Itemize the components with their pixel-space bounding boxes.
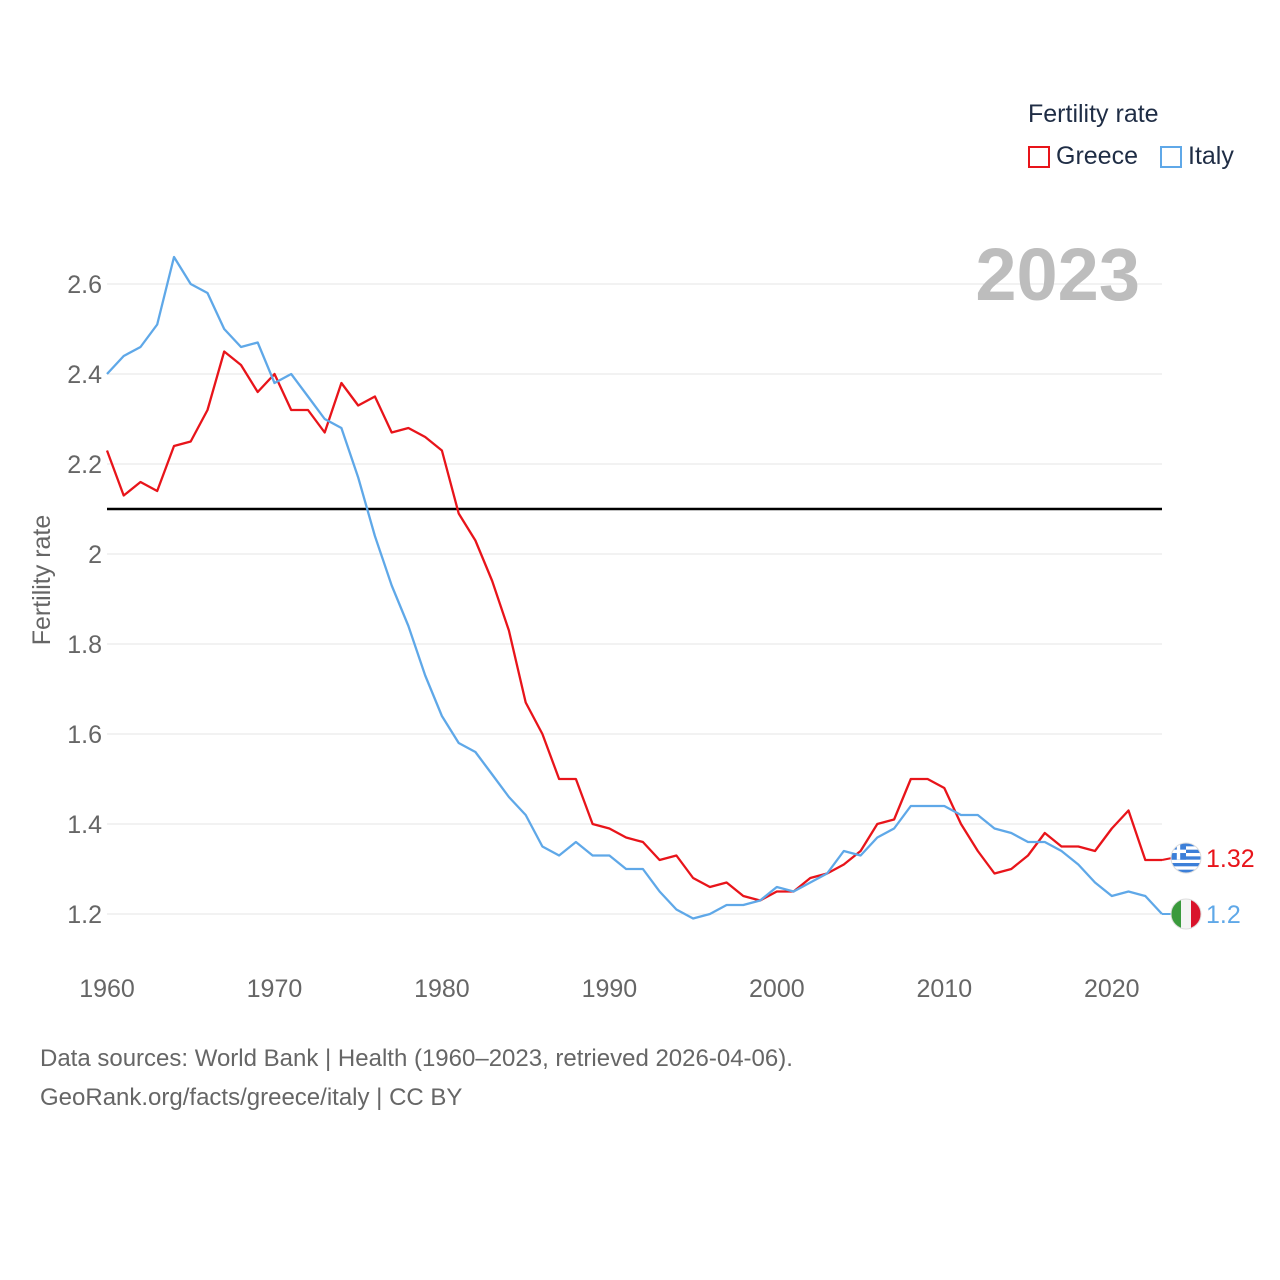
italy-flag-icon <box>1170 898 1202 930</box>
x-axis-ticks: 1960 1970 1980 1990 2000 2010 2020 <box>79 975 1139 1003</box>
y-tick-label: 2.4 <box>67 361 102 389</box>
flag-stripe <box>1171 866 1201 870</box>
gridlines <box>107 283 1162 915</box>
legend-label-greece: Greece <box>1056 142 1138 170</box>
year-label: 2023 <box>975 233 1140 316</box>
end-value-label-italy: 1.2 <box>1206 901 1241 929</box>
series-line-italy <box>106 255 1163 920</box>
x-tick-label: 2000 <box>749 975 805 1003</box>
flag-band-green <box>1171 899 1182 929</box>
legend-item-italy[interactable]: Italy <box>1160 142 1234 171</box>
flag-fill <box>1171 899 1201 929</box>
end-value-label-greece: 1.32 <box>1206 845 1255 873</box>
y-tick-label: 2.6 <box>67 271 102 299</box>
x-tick-label: 2010 <box>916 975 972 1003</box>
x-tick-label: 1960 <box>79 975 135 1003</box>
flag-stripe <box>1171 859 1201 864</box>
flag-cross-v <box>1176 843 1181 860</box>
x-tick-label: 1980 <box>414 975 470 1003</box>
y-axis-ticks: 1.2 1.4 1.6 1.8 2 2.2 2.4 2.6 <box>67 271 102 929</box>
x-tick-label: 2020 <box>1084 975 1140 1003</box>
flag-band-red <box>1191 899 1201 929</box>
legend-swatch-greece <box>1028 145 1050 168</box>
flag-band-white <box>1181 899 1192 929</box>
y-tick-label: 1.6 <box>67 721 102 749</box>
legend-swatch-italy <box>1160 145 1182 168</box>
flag-stripe <box>1171 869 1201 873</box>
flag-fill <box>1171 843 1201 873</box>
flag-outline <box>1170 842 1202 874</box>
x-tick-label: 1990 <box>582 975 638 1003</box>
footer-sources: Data sources: World Bank | Health (1960–… <box>40 1045 793 1072</box>
x-tick-label: 1970 <box>247 975 303 1003</box>
flag-stripe <box>1171 863 1201 867</box>
y-tick-label: 1.4 <box>67 811 102 839</box>
legend-title: Fertility rate <box>1028 100 1159 128</box>
y-axis-label: Fertility rate <box>28 515 56 646</box>
y-tick-label: 1.8 <box>67 631 102 659</box>
series-lines <box>105 255 1163 920</box>
legend-item-greece[interactable]: Greece <box>1028 142 1138 171</box>
y-tick-label: 2 <box>88 541 102 569</box>
flag-outline <box>1170 898 1202 930</box>
greece-flag-icon <box>1170 842 1202 874</box>
end-connector-greece <box>1161 857 1173 861</box>
footer-attribution[interactable]: GeoRank.org/facts/greece/italy | CC BY <box>40 1084 463 1111</box>
series-line-greece <box>105 350 1162 902</box>
y-tick-label: 1.2 <box>67 901 102 929</box>
legend-label-italy: Italy <box>1188 142 1234 170</box>
y-tick-label: 2.2 <box>67 451 102 479</box>
end-labels: 1.32 1.2 <box>1161 842 1255 930</box>
